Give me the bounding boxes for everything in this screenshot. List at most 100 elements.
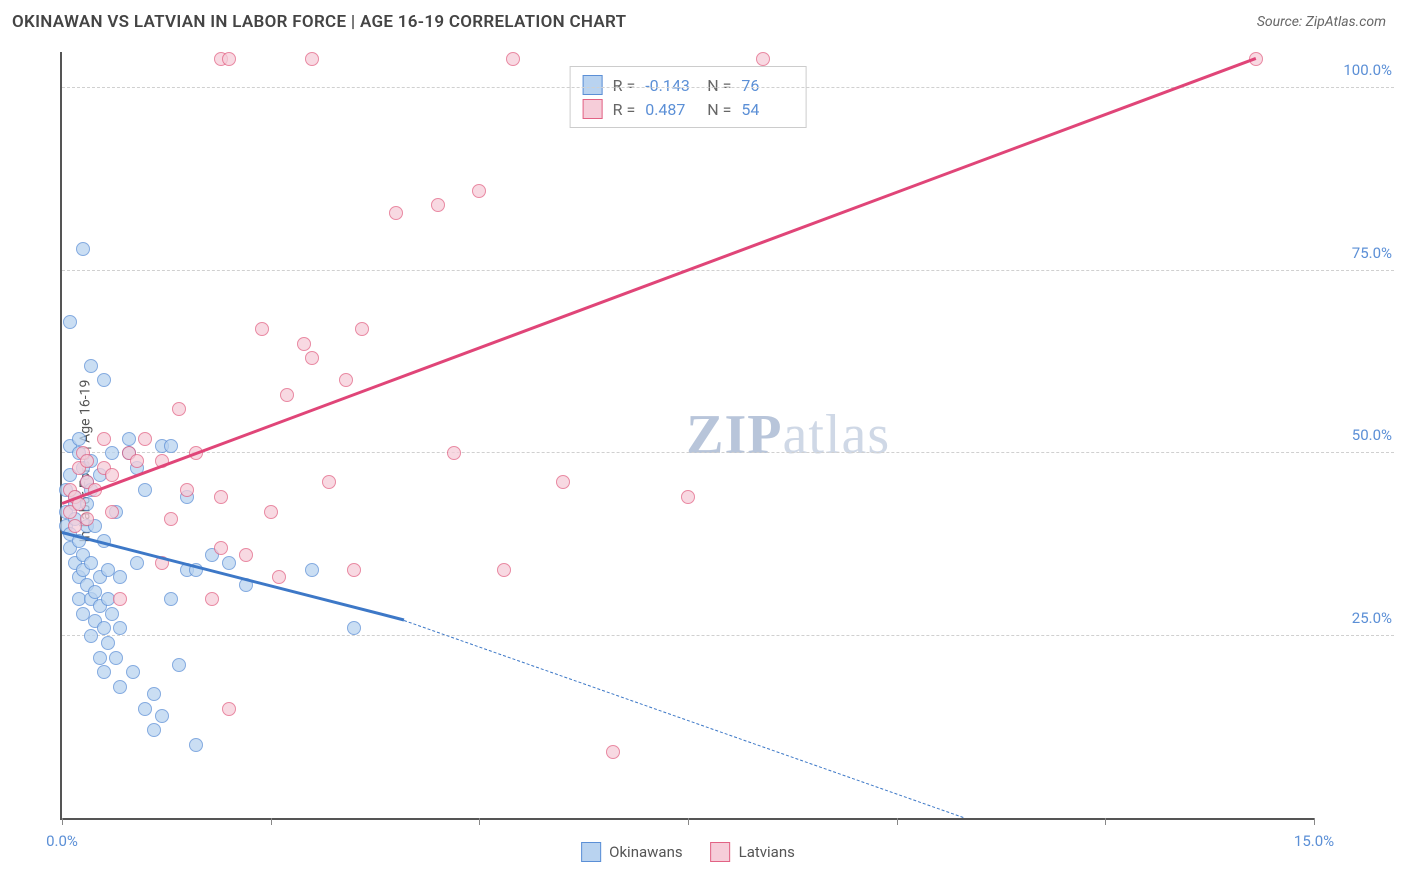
plot-region: ZIPatlas R = -0.143 N = 76 R = 0.487 N =…	[60, 52, 1314, 820]
data-point	[305, 52, 319, 66]
data-point	[113, 570, 127, 584]
legend-label-latvians: Latvians	[739, 843, 795, 861]
data-point	[305, 351, 319, 365]
gridline	[62, 87, 1394, 88]
data-point	[130, 454, 144, 468]
data-point	[297, 337, 311, 351]
data-point	[180, 483, 194, 497]
data-point	[126, 665, 140, 679]
ytick-label: 50.0%	[1322, 426, 1392, 444]
data-point	[506, 52, 520, 66]
data-point	[255, 322, 269, 336]
data-point	[272, 570, 286, 584]
data-point	[280, 388, 294, 402]
data-point	[138, 483, 152, 497]
data-point	[347, 563, 361, 577]
data-point	[214, 541, 228, 555]
xtick-mark	[62, 818, 63, 825]
xtick-mark	[897, 818, 898, 825]
data-point	[189, 738, 203, 752]
stat-r-latvians: 0.487	[645, 100, 697, 119]
data-point	[80, 512, 94, 526]
data-point	[109, 651, 123, 665]
stat-n-okinawans: 76	[741, 76, 793, 95]
chart-source: Source: ZipAtlas.com	[1257, 14, 1386, 30]
data-point	[339, 373, 353, 387]
legend-item-okinawans: Okinawans	[581, 842, 682, 862]
data-point	[222, 702, 236, 716]
data-point	[447, 446, 461, 460]
stats-row-okinawans: R = -0.143 N = 76	[583, 73, 794, 97]
legend-item-latvians: Latvians	[711, 842, 795, 862]
data-point	[164, 592, 178, 606]
legend: Okinawans Latvians	[581, 842, 795, 862]
legend-swatch-latvians	[711, 842, 731, 862]
data-point	[113, 680, 127, 694]
data-point	[84, 556, 98, 570]
data-point	[84, 629, 98, 643]
watermark: ZIPatlas	[686, 403, 890, 467]
gridline	[62, 635, 1394, 636]
data-point	[239, 548, 253, 562]
stat-n-label: N =	[707, 100, 731, 119]
data-point	[347, 621, 361, 635]
gridline	[62, 270, 1394, 271]
ytick-label: 25.0%	[1322, 609, 1392, 627]
data-point	[164, 439, 178, 453]
data-point	[97, 432, 111, 446]
data-point	[105, 505, 119, 519]
data-point	[84, 359, 98, 373]
xtick-mark	[1314, 818, 1315, 825]
data-point	[556, 475, 570, 489]
data-point	[222, 52, 236, 66]
data-point	[105, 446, 119, 460]
stats-panel: R = -0.143 N = 76 R = 0.487 N = 54	[570, 66, 807, 128]
data-point	[138, 702, 152, 716]
data-point	[681, 490, 695, 504]
legend-swatch-okinawans	[581, 842, 601, 862]
ytick-label: 100.0%	[1322, 61, 1392, 79]
data-point	[164, 512, 178, 526]
data-point	[76, 242, 90, 256]
chart-title: OKINAWAN VS LATVIAN IN LABOR FORCE | AGE…	[12, 12, 626, 32]
data-point	[756, 52, 770, 66]
regression-line	[404, 620, 964, 818]
xtick-mark	[1105, 818, 1106, 825]
stat-n-label: N =	[707, 76, 731, 95]
data-point	[172, 658, 186, 672]
data-point	[472, 184, 486, 198]
data-point	[113, 592, 127, 606]
stat-n-latvians: 54	[741, 100, 793, 119]
watermark-atlas: atlas	[783, 404, 891, 466]
ytick-label: 75.0%	[1322, 244, 1392, 262]
watermark-zip: ZIP	[686, 404, 782, 466]
stats-row-latvians: R = 0.487 N = 54	[583, 97, 794, 121]
data-point	[322, 475, 336, 489]
data-point	[97, 665, 111, 679]
data-point	[93, 651, 107, 665]
chart-header: OKINAWAN VS LATVIAN IN LABOR FORCE | AGE…	[0, 0, 1406, 40]
xtick-mark	[688, 818, 689, 825]
legend-label-okinawans: Okinawans	[609, 843, 682, 861]
data-point	[355, 322, 369, 336]
chart-area: In Labor Force | Age 16-19 ZIPatlas R = …	[12, 42, 1394, 880]
data-point	[305, 563, 319, 577]
data-point	[63, 315, 77, 329]
stat-r-label: R =	[613, 76, 636, 95]
data-point	[222, 556, 236, 570]
data-point	[172, 402, 186, 416]
data-point	[105, 468, 119, 482]
xtick-mark	[479, 818, 480, 825]
xtick-label: 0.0%	[46, 832, 78, 850]
data-point	[122, 432, 136, 446]
swatch-latvians	[583, 99, 603, 119]
data-point	[113, 621, 127, 635]
data-point	[105, 607, 119, 621]
data-point	[80, 454, 94, 468]
xtick-label: 15.0%	[1294, 832, 1334, 850]
data-point	[101, 636, 115, 650]
data-point	[147, 723, 161, 737]
data-point	[264, 505, 278, 519]
data-point	[72, 432, 86, 446]
data-point	[155, 709, 169, 723]
